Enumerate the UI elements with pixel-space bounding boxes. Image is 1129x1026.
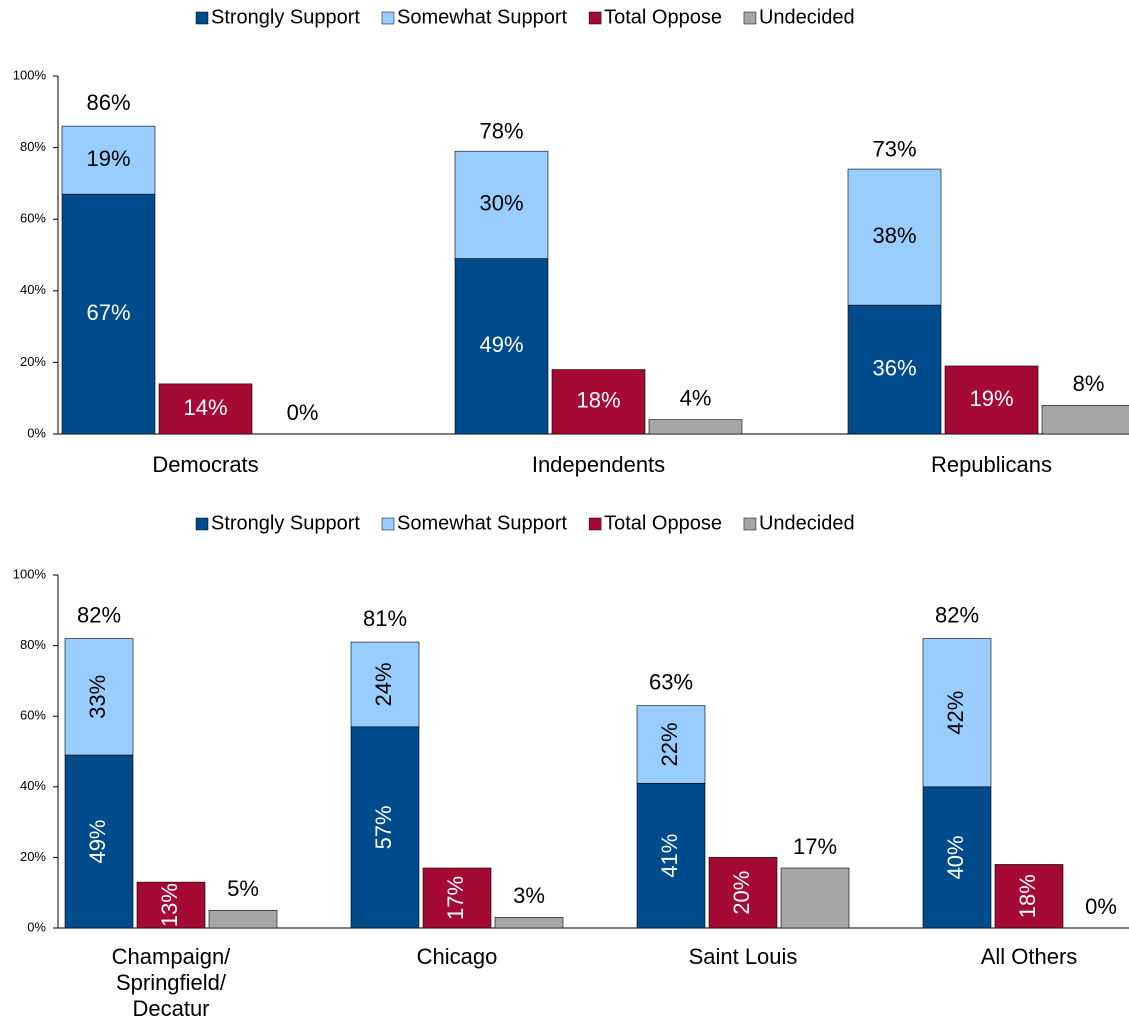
total-label: 82%	[77, 602, 121, 627]
bar-segment	[551, 369, 646, 435]
bar-segment	[780, 867, 850, 929]
legend-label: Strongly Support	[211, 6, 360, 28]
bar-segment	[158, 383, 253, 435]
value-label: 20%	[729, 871, 754, 915]
legend-swatch	[743, 517, 757, 531]
y-tick-label: 60%	[20, 211, 46, 226]
value-label: 3%	[513, 883, 545, 908]
category-label: Chicago	[417, 944, 498, 969]
value-label: 19%	[969, 386, 1013, 411]
total-label: 81%	[363, 606, 407, 631]
legend-label: Strongly Support	[211, 512, 360, 534]
legend-swatch	[588, 11, 602, 25]
bar-segment	[922, 786, 992, 929]
legend-swatch	[195, 517, 209, 531]
value-label: 57%	[371, 805, 396, 849]
category-label: Champaign/Springfield/Decatur	[112, 944, 232, 1021]
y-tick-label: 80%	[20, 637, 46, 652]
legend-swatch	[743, 11, 757, 25]
value-label: 36%	[872, 355, 916, 380]
value-label: 17%	[793, 834, 837, 859]
legend-swatch	[381, 517, 395, 531]
legend-swatch	[588, 517, 602, 531]
value-label: 13%	[157, 883, 182, 927]
bar-segment	[708, 857, 778, 929]
bar-segment	[136, 881, 206, 929]
bar-segment	[922, 638, 992, 788]
bar-segment	[350, 726, 420, 929]
bar-segment	[64, 638, 134, 756]
legend-swatch	[381, 11, 395, 25]
y-tick-label: 80%	[20, 139, 46, 154]
bar-segment	[648, 419, 743, 435]
category-label: Independents	[532, 452, 665, 477]
y-tick-label: 100%	[13, 566, 47, 581]
value-label: 38%	[872, 223, 916, 248]
y-tick-label: 0%	[27, 425, 46, 440]
value-label: 42%	[943, 691, 968, 735]
legend-label: Somewhat Support	[397, 6, 568, 28]
legend-label: Undecided	[759, 512, 855, 534]
bar-segment	[208, 910, 278, 929]
value-label: 17%	[443, 876, 468, 920]
value-label: 0%	[1085, 894, 1117, 919]
value-label: 14%	[183, 395, 227, 420]
bar-segment	[454, 150, 549, 259]
bar-segment	[636, 705, 706, 784]
category-label: Saint Louis	[689, 944, 798, 969]
bar-segment	[1041, 405, 1129, 435]
y-tick-label: 0%	[27, 919, 46, 934]
y-tick-label: 20%	[20, 849, 46, 864]
category-label: All Others	[981, 944, 1078, 969]
value-label: 22%	[657, 722, 682, 766]
legend-label: Total Oppose	[604, 512, 722, 534]
value-label: 49%	[479, 332, 523, 357]
bar-segment	[61, 193, 156, 435]
bar-segment	[64, 754, 134, 929]
value-label: 33%	[85, 675, 110, 719]
bar-segment	[944, 365, 1039, 435]
value-label: 0%	[287, 400, 319, 425]
bar-segment	[847, 168, 942, 306]
value-label: 30%	[479, 191, 523, 216]
y-tick-label: 40%	[20, 282, 46, 297]
value-label: 4%	[680, 385, 712, 410]
bar-segment	[636, 782, 706, 929]
bar-segment	[454, 258, 549, 435]
value-label: 18%	[576, 388, 620, 413]
bar-segment	[994, 864, 1064, 929]
legend-swatch	[195, 11, 209, 25]
legend-label: Total Oppose	[604, 6, 722, 28]
value-label: 67%	[86, 300, 130, 325]
value-label: 18%	[1015, 874, 1040, 918]
y-tick-label: 20%	[20, 354, 46, 369]
value-label: 5%	[227, 876, 259, 901]
legend-label: Undecided	[759, 6, 855, 28]
value-label: 41%	[657, 834, 682, 878]
y-tick-label: 60%	[20, 708, 46, 723]
category-label: Republicans	[931, 452, 1052, 477]
bar-segment	[350, 641, 420, 728]
value-label: 24%	[371, 662, 396, 706]
value-label: 49%	[85, 819, 110, 863]
bar-segment	[422, 867, 492, 929]
y-tick-label: 40%	[20, 778, 46, 793]
total-label: 73%	[872, 136, 916, 161]
value-label: 19%	[86, 146, 130, 171]
total-label: 82%	[935, 602, 979, 627]
legend-label: Somewhat Support	[397, 512, 568, 534]
category-label: Democrats	[152, 452, 258, 477]
total-label: 63%	[649, 669, 693, 694]
value-label: 40%	[943, 835, 968, 879]
bar-segment	[61, 125, 156, 195]
total-label: 78%	[479, 119, 523, 144]
total-label: 86%	[86, 90, 130, 115]
y-tick-label: 100%	[13, 67, 47, 82]
value-label: 8%	[1073, 371, 1105, 396]
bar-segment	[494, 917, 564, 929]
